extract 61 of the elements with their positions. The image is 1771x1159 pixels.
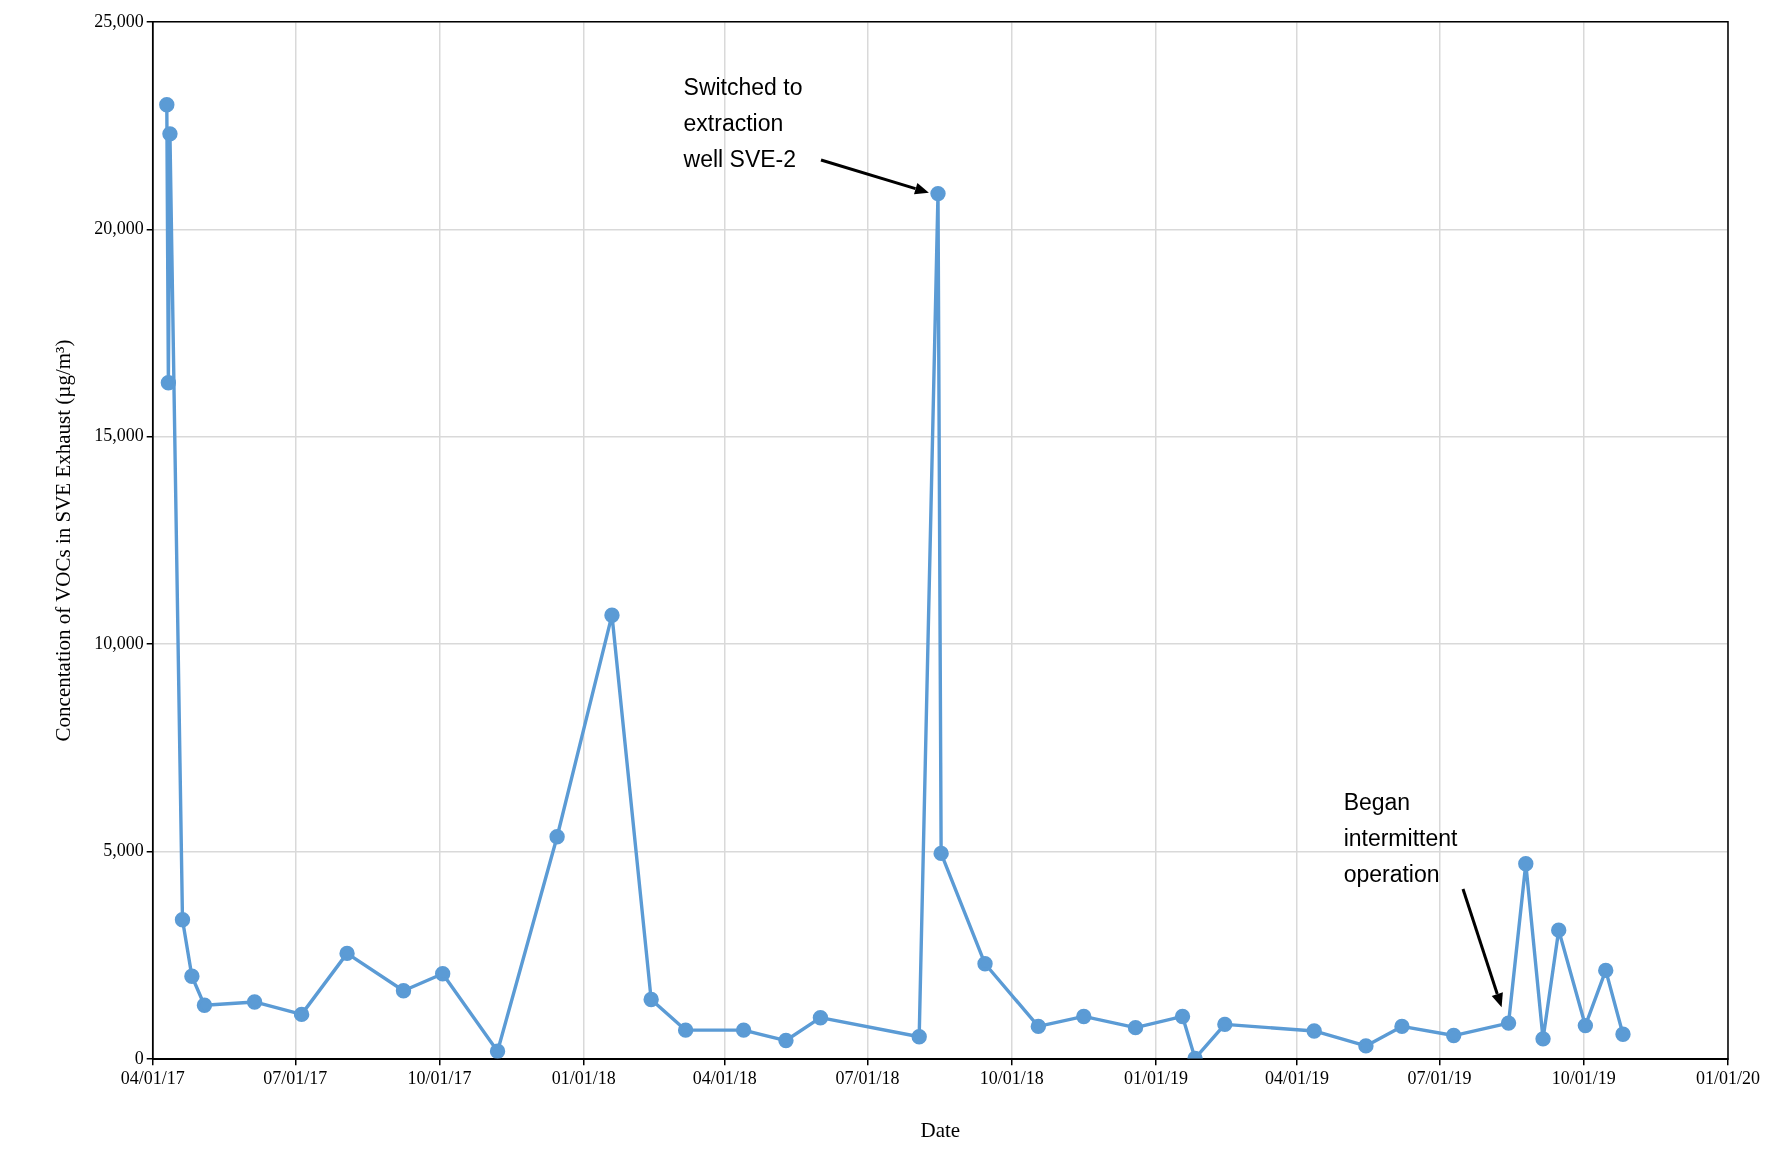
point [1030,1018,1047,1035]
point [977,956,993,972]
point [1518,856,1534,872]
x-tick-label: 07/01/19 [1407,1067,1472,1088]
point [677,1022,694,1038]
point [1217,1016,1233,1033]
y-tick-label: 10,000 [94,632,144,653]
point [1306,1023,1322,1039]
point [1127,1019,1144,1036]
point [604,607,620,623]
x-tick-label: 01/01/18 [551,1067,616,1088]
point [246,994,263,1010]
y-tick-label: 20,000 [94,218,144,239]
point [1551,922,1567,938]
point [778,1032,794,1049]
point [911,1029,927,1045]
point [1577,1017,1594,1034]
point [434,966,451,982]
x-tick-label: 10/01/19 [1551,1067,1616,1088]
y-tick-label: 25,000 [94,10,144,31]
point [1076,1008,1092,1025]
point [933,845,949,862]
annotation: Began intermittent operation [1343,788,1458,890]
x-tick-label: 04/01/18 [692,1067,757,1088]
y-tick-label: 0 [134,1047,144,1068]
point [643,991,659,1008]
point [930,185,946,202]
point [549,829,565,845]
point [159,97,175,113]
point [395,983,412,999]
y-tick-label: 5,000 [103,840,144,861]
point [184,968,200,984]
point [160,375,177,391]
point [162,126,178,142]
point [1615,1026,1631,1042]
point [293,1006,310,1023]
point [339,945,355,962]
point [812,1010,829,1026]
point [1358,1038,1374,1054]
x-tick-label: 01/01/20 [1695,1067,1761,1088]
x-tick-label: 10/01/18 [979,1067,1044,1088]
point [1445,1027,1462,1044]
x-axis-title: Date [920,1117,961,1142]
point [1535,1031,1551,1047]
point [735,1022,752,1038]
y-tick-label: 15,000 [94,425,144,446]
x-tick-label: 07/01/18 [835,1067,900,1088]
point [174,912,191,928]
point [489,1043,506,1060]
x-tick-label: 04/01/17 [120,1067,185,1088]
x-tick-label: 04/01/19 [1264,1067,1329,1088]
point [196,997,213,1013]
x-tick-label: 01/01/19 [1123,1067,1188,1088]
point [1174,1008,1191,1025]
point [1394,1018,1410,1035]
point [1598,962,1614,979]
x-tick-label: 07/01/17 [263,1067,328,1088]
point [1500,1015,1517,1031]
x-tick-label: 10/01/17 [407,1067,472,1088]
y-axis-title: Concentation of VOCs in SVE Exhaust (µg/m³) [51,339,76,742]
annotation: Switched to extraction well SVE-2 [683,73,803,174]
